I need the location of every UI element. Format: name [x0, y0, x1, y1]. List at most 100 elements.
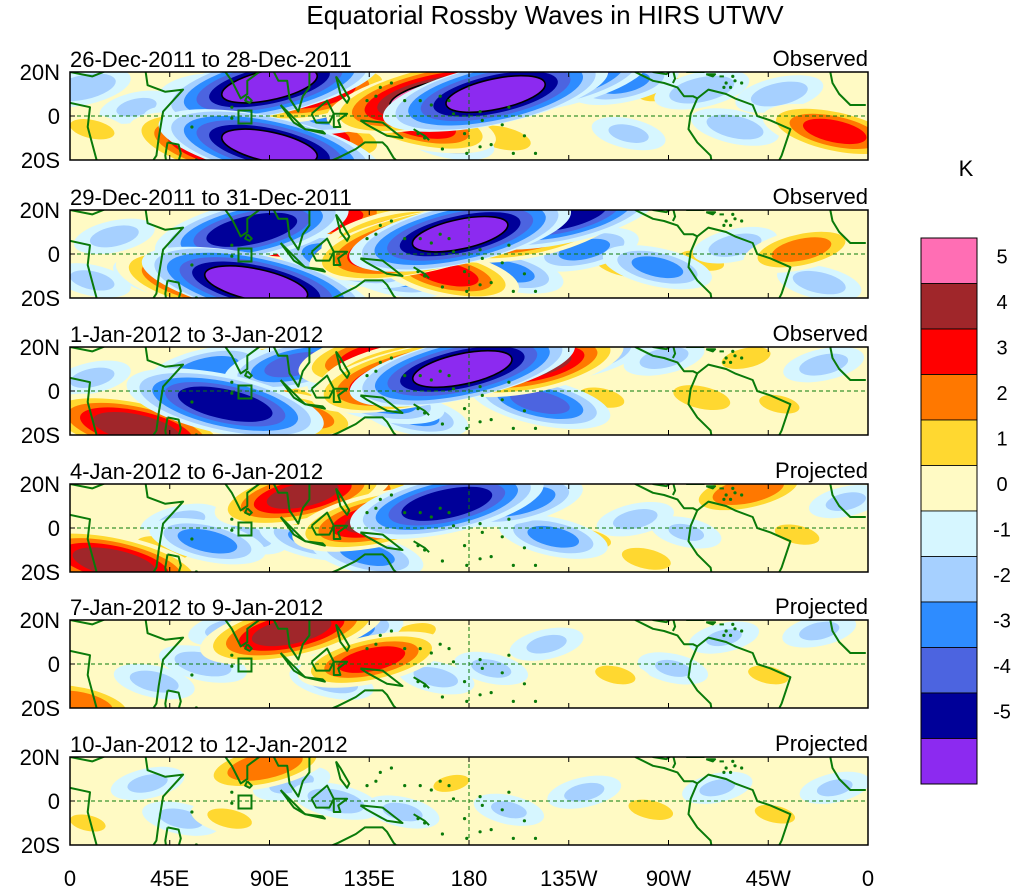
coastline: [335, 213, 351, 242]
island: [389, 356, 394, 360]
island: [500, 398, 504, 402]
anomaly-blob: [110, 766, 185, 801]
island: [403, 784, 407, 788]
coastline: [244, 370, 253, 379]
island: [378, 633, 382, 638]
island: [533, 699, 538, 704]
coastline: [164, 279, 182, 298]
anomaly-blob: [737, 797, 812, 831]
coastline: [244, 780, 253, 789]
panel-1: 20N 0 20S 26-Dec-2011 to 28-Dec-2011 Observe…: [20, 46, 869, 173]
anomaly-blob: [199, 757, 331, 792]
island: [733, 491, 737, 495]
anomaly-blob: [509, 627, 584, 661]
coastline: [310, 784, 335, 809]
island: [511, 563, 515, 568]
island: [389, 493, 394, 497]
island: [478, 248, 482, 252]
island: [230, 116, 234, 120]
coastline: [310, 237, 335, 262]
panel-6: 20N 0 20S 10-Jan-2012 to 12-Jan-2012 Project…: [20, 731, 869, 858]
island: [440, 695, 444, 699]
coastline: [705, 758, 717, 763]
coastline: [164, 416, 182, 435]
island: [389, 81, 394, 85]
coastline: [335, 350, 351, 379]
island: [462, 544, 467, 548]
island: [418, 374, 422, 378]
island: [740, 81, 744, 85]
colorbar-swatch: [920, 692, 978, 739]
coastline: [829, 757, 866, 791]
coastline: [336, 336, 340, 343]
island: [462, 817, 467, 821]
anomaly-blob: [591, 116, 666, 151]
panel-type: Observed: [773, 46, 868, 71]
island: [724, 493, 728, 497]
coastline: [332, 112, 349, 128]
island: [724, 629, 728, 633]
y-tick-label: 20N: [20, 60, 60, 85]
panel-type: Observed: [773, 184, 868, 209]
colorbar-swatch: [920, 738, 978, 785]
coastline: [70, 484, 185, 572]
island: [230, 105, 234, 109]
island: [462, 407, 467, 411]
colorbar-frame: [920, 237, 978, 785]
island: [465, 836, 469, 841]
anomaly-blob: [149, 518, 266, 565]
x-axis: 0 45E 90E 135E 180 135W 90W 45W 0: [64, 866, 874, 890]
island: [511, 151, 515, 155]
island: [724, 356, 728, 360]
island: [511, 289, 515, 293]
coastline: [705, 621, 717, 626]
island: [465, 563, 469, 568]
coastline: [224, 620, 314, 661]
colorbar-label: -3: [993, 611, 1011, 633]
y-tick-label: 20S: [21, 696, 60, 721]
y-tick-label: 0: [48, 789, 60, 814]
island: [507, 243, 511, 247]
coastline: [359, 119, 404, 139]
reference-box: [237, 657, 253, 673]
anomaly-blob: [349, 347, 576, 407]
island: [740, 766, 744, 770]
island: [478, 385, 482, 389]
island: [230, 391, 234, 395]
island: [374, 642, 378, 646]
island: [429, 651, 433, 655]
coastlines: [70, 210, 866, 302]
island: [438, 506, 442, 510]
y-tick-label: 0: [48, 242, 60, 267]
island: [436, 299, 439, 302]
reference-box: [237, 521, 253, 537]
island: [489, 828, 493, 832]
coastline: [652, 757, 677, 769]
coastline: [310, 647, 335, 672]
island: [416, 407, 420, 411]
island: [733, 627, 737, 631]
island: [230, 254, 234, 258]
island: [522, 409, 527, 413]
island: [423, 548, 427, 552]
panel-date: 1-Jan-2012 to 3-Jan-2012: [70, 322, 323, 347]
coastline: [335, 760, 351, 789]
x-tick-label: 135W: [540, 866, 598, 890]
coastline: [70, 210, 185, 298]
island: [733, 764, 737, 768]
anomaly-blob: [605, 541, 687, 572]
colorbar-label: -5: [993, 702, 1011, 724]
island: [447, 510, 451, 515]
island: [440, 285, 444, 289]
coastlines: [70, 757, 866, 845]
island: [389, 766, 394, 770]
coastline: [829, 72, 866, 106]
y-tick-label: 20S: [21, 148, 60, 173]
coastline: [696, 88, 792, 160]
coastlines: [70, 620, 866, 708]
island: [451, 387, 456, 391]
panel-date: 29-Dec-2011 to 31-Dec-2011: [70, 185, 352, 210]
island: [465, 426, 469, 430]
panel-date: 4-Jan-2012 to 6-Jan-2012: [70, 459, 323, 484]
